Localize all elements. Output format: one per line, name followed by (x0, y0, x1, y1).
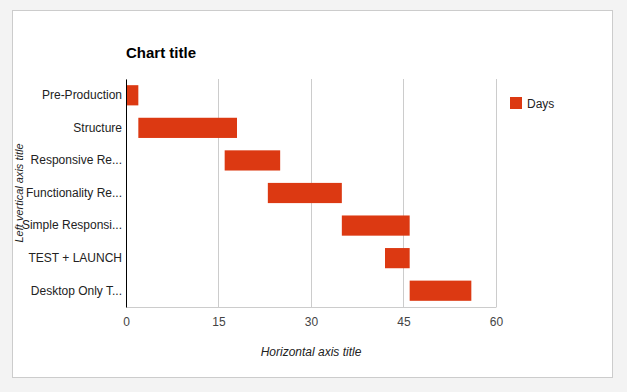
grid (126, 79, 496, 307)
legend-swatch (510, 97, 522, 109)
x-tick: 45 (397, 307, 411, 329)
y-tick: Desktop Only T... (31, 284, 126, 298)
y-axis-line (126, 80, 127, 308)
x-tick-label: 60 (490, 315, 504, 329)
background (0, 0, 627, 392)
y-tick: Responsive Re... (31, 153, 126, 167)
y-tick-label: Responsive Re... (31, 153, 122, 167)
legend: Days (510, 97, 554, 111)
y-tick: TEST + LAUNCH (29, 251, 126, 265)
x-tick: 0 (123, 307, 130, 329)
bar (385, 248, 410, 268)
y-tick: Structure (73, 121, 126, 135)
bar (410, 281, 472, 301)
y-axis: Pre-Production Structure Responsive Re... F… (22, 80, 127, 308)
chart: 0 15 30 45 60 Pre-Production Structure Responsi… (0, 0, 627, 392)
bar (268, 183, 342, 203)
y-tick: Functionality Re... (26, 186, 126, 200)
x-tick: 60 (490, 307, 504, 329)
grid-line (403, 79, 404, 307)
x-tick-label: 0 (123, 315, 130, 329)
bar (138, 118, 237, 138)
x-tick-label: 30 (305, 315, 319, 329)
x-tick: 30 (305, 307, 319, 329)
x-axis-line (127, 307, 497, 308)
bar (342, 215, 410, 235)
x-tick-label: 45 (397, 315, 411, 329)
bars (126, 85, 471, 301)
legend-label: Days (527, 97, 554, 111)
y-tick-label: TEST + LAUNCH (29, 251, 122, 265)
y-tick-label: Desktop Only T... (31, 284, 122, 298)
bar (126, 85, 138, 105)
grid-line (218, 79, 219, 307)
bar (225, 150, 281, 170)
grid-line (496, 79, 497, 307)
x-axis-title: Horizontal axis title (261, 345, 362, 359)
y-tick: Simple Responsi... (22, 218, 126, 232)
y-tick: Pre-Production (42, 88, 126, 102)
y-axis-title: Left vertical axis title (13, 143, 25, 242)
y-tick-label: Simple Responsi... (22, 218, 122, 232)
chart-frame (13, 11, 613, 378)
grid-line (126, 79, 127, 307)
y-tick-label: Structure (73, 121, 122, 135)
y-tick-label: Pre-Production (42, 88, 122, 102)
title: Chart title (126, 44, 196, 61)
y-tick-label: Functionality Re... (26, 186, 122, 200)
x-tick-label: 15 (212, 315, 226, 329)
x-tick: 15 (212, 307, 226, 329)
x-axis: 0 15 30 45 60 (123, 307, 503, 329)
